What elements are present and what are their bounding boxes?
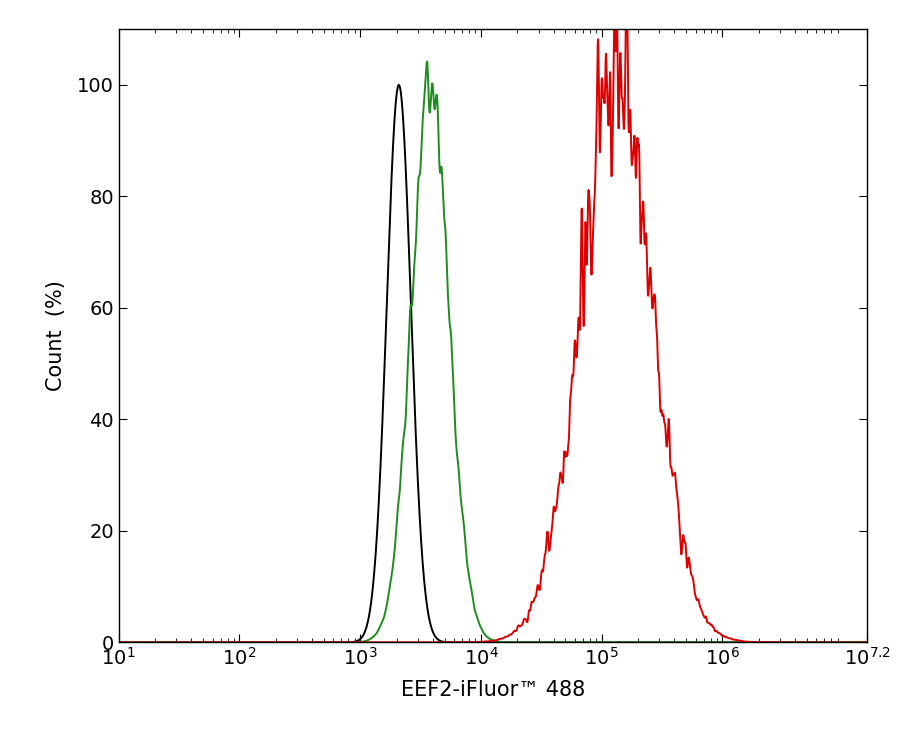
X-axis label: EEF2-iFluor™ 488: EEF2-iFluor™ 488 [401, 680, 585, 700]
Y-axis label: Count  (%): Count (%) [46, 280, 66, 391]
